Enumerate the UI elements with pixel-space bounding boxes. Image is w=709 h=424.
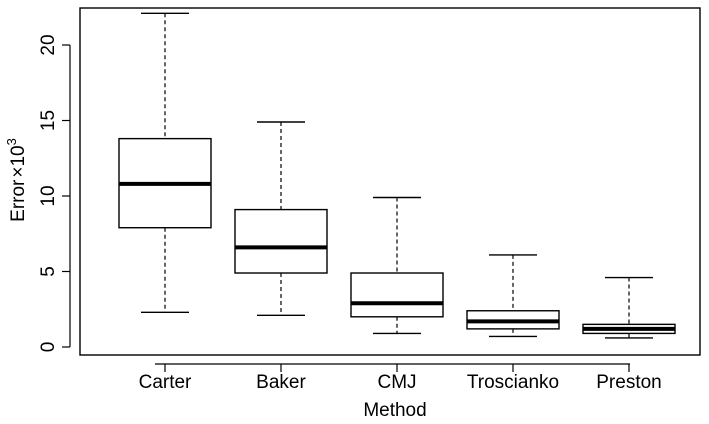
y-tick-label: 0	[38, 342, 59, 353]
y-axis-title-exponent: 3	[4, 138, 19, 145]
x-tick-label: Carter	[139, 372, 192, 393]
box-carter	[118, 12, 212, 313]
iqr-box	[234, 208, 328, 274]
box-baker	[234, 121, 328, 316]
y-axis-title-text: Error	[8, 179, 29, 222]
y-tick-label: 10	[38, 185, 59, 206]
y-axis-ticks: 0 5 10 15 20	[38, 34, 70, 352]
x-tick-label: Preston	[596, 372, 661, 393]
y-tick-label: 5	[38, 266, 59, 277]
x-axis-title: Method	[363, 400, 426, 421]
x-axis-ticks: Carter Baker CMJ Troscianko Preston	[139, 364, 662, 393]
plot-frame	[79, 7, 701, 356]
x-tick-label: CMJ	[377, 372, 416, 393]
y-tick-label: 20	[38, 34, 59, 55]
box-troscianko	[466, 254, 560, 338]
y-axis-title-base: 10	[8, 145, 29, 166]
x-tick-label: Troscianko	[467, 372, 559, 393]
box-cmj	[350, 196, 444, 335]
y-axis-title-multiply: ×	[8, 167, 29, 178]
boxplot-series	[118, 12, 676, 339]
box-preston	[582, 276, 676, 339]
x-tick-label: Baker	[256, 372, 306, 393]
iqr-box	[350, 272, 444, 318]
y-tick-label: 15	[38, 110, 59, 131]
y-axis-title: Error×103	[4, 138, 29, 222]
